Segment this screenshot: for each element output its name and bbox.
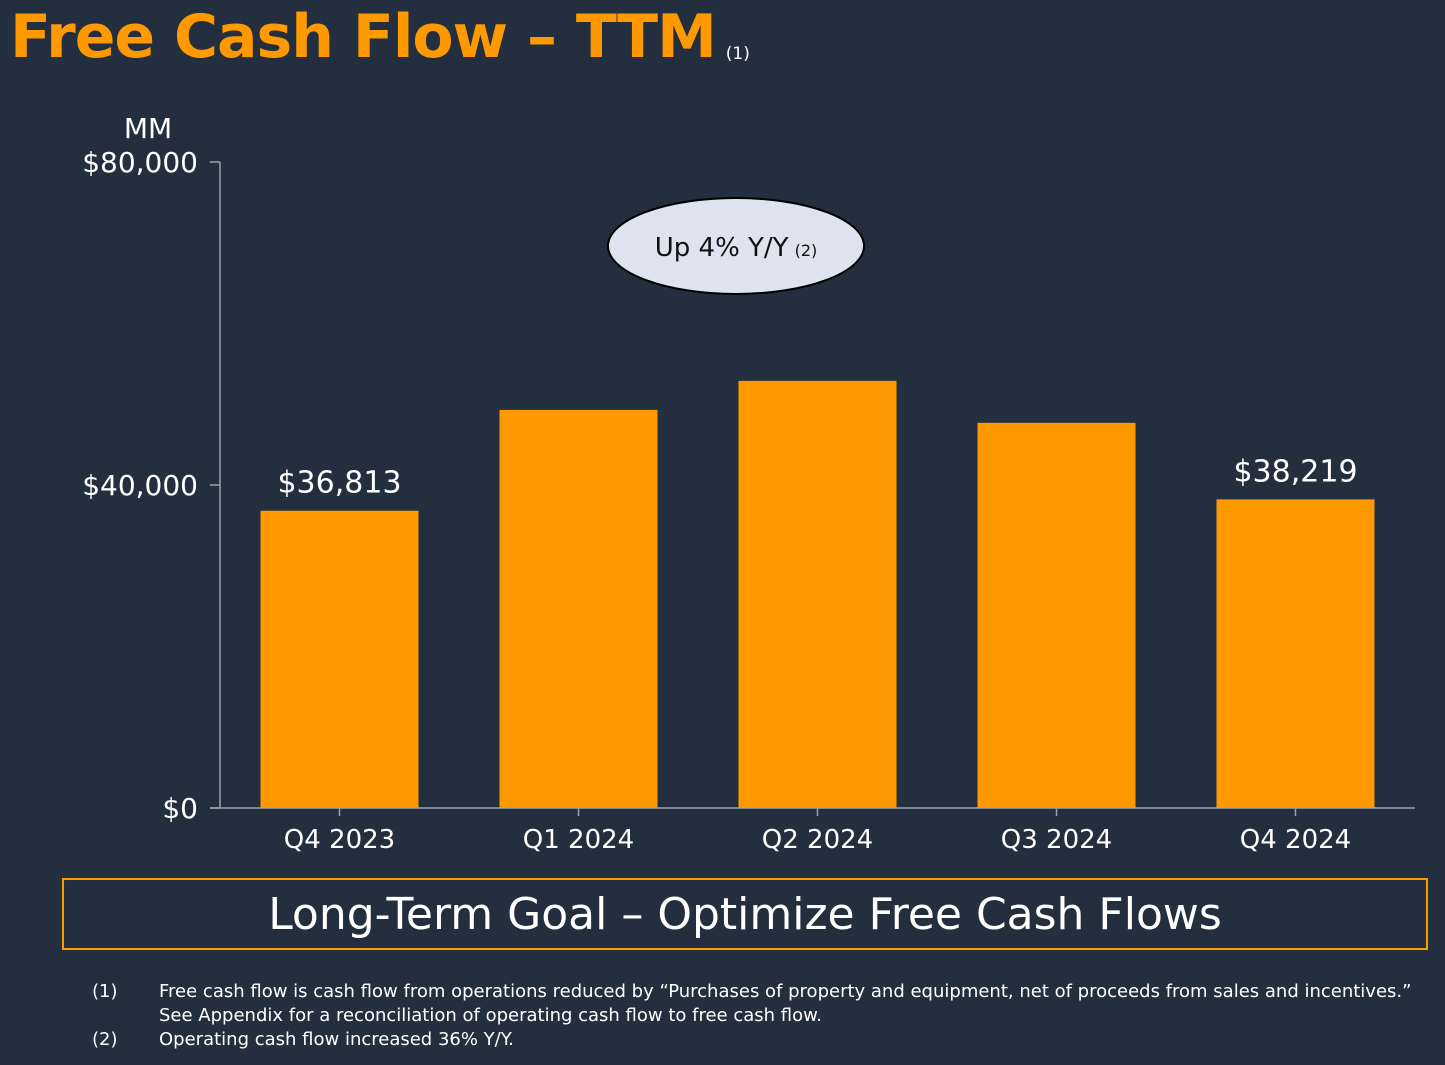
footnote-line: See Appendix for a reconciliation of ope… xyxy=(159,1005,822,1026)
footnote-number: (2) xyxy=(92,1029,118,1050)
y-tick-label: $80,000 xyxy=(82,146,198,179)
x-tick-label: Q4 2023 xyxy=(284,825,395,855)
page-title: Free Cash Flow – TTM (1) xyxy=(10,2,750,72)
footnote-line: Operating cash flow increased 36% Y/Y. xyxy=(159,1029,514,1050)
title-footnote-ref: (1) xyxy=(725,44,750,64)
bar xyxy=(977,422,1136,808)
x-tick-label: Q2 2024 xyxy=(762,825,873,855)
x-tick-label: Q4 2024 xyxy=(1240,825,1351,855)
annotation-callout: Up 4% Y/Y (2) xyxy=(607,197,865,295)
fcf-bar-chart: MM $0 $40,000 $80,000 Q4 2023 $36,813 Q1 202… xyxy=(82,112,1415,855)
footnote-number: (1) xyxy=(92,981,118,1002)
unit-label: MM xyxy=(124,112,172,145)
bar xyxy=(1216,499,1375,808)
x-tick-label: Q3 2024 xyxy=(1001,825,1112,855)
y-tick-label: $0 xyxy=(162,792,198,825)
bar xyxy=(738,380,897,808)
annotation-ellipse xyxy=(607,197,865,295)
bar xyxy=(499,409,658,808)
goal-banner: Long-Term Goal – Optimize Free Cash Flow… xyxy=(62,878,1428,950)
footnote-line: Free cash flow is cash flow from operati… xyxy=(159,981,1412,1002)
data-label: $38,219 xyxy=(1233,454,1357,489)
title-text: Free Cash Flow – TTM xyxy=(10,2,717,72)
footnote-text: Operating cash flow increased 36% Y/Y. xyxy=(159,1028,1432,1052)
annotation-text: Up 4% Y/Y xyxy=(655,233,789,263)
footnote-text: Free cash flow is cash flow from operati… xyxy=(159,980,1432,1028)
annotation-text-group: Up 4% Y/Y (2) xyxy=(655,233,818,263)
data-label: $36,813 xyxy=(277,466,401,501)
x-tick-label: Q1 2024 xyxy=(523,825,634,855)
annotation-footnote-ref: (2) xyxy=(795,241,818,260)
y-tick-label: $40,000 xyxy=(82,469,198,502)
footnote-1: (1) Free cash flow is cash flow from ope… xyxy=(92,980,1432,1028)
footnote-2: (2) Operating cash flow increased 36% Y/… xyxy=(92,1028,1432,1052)
bar xyxy=(260,510,419,808)
footnotes: (1) Free cash flow is cash flow from ope… xyxy=(92,980,1432,1052)
